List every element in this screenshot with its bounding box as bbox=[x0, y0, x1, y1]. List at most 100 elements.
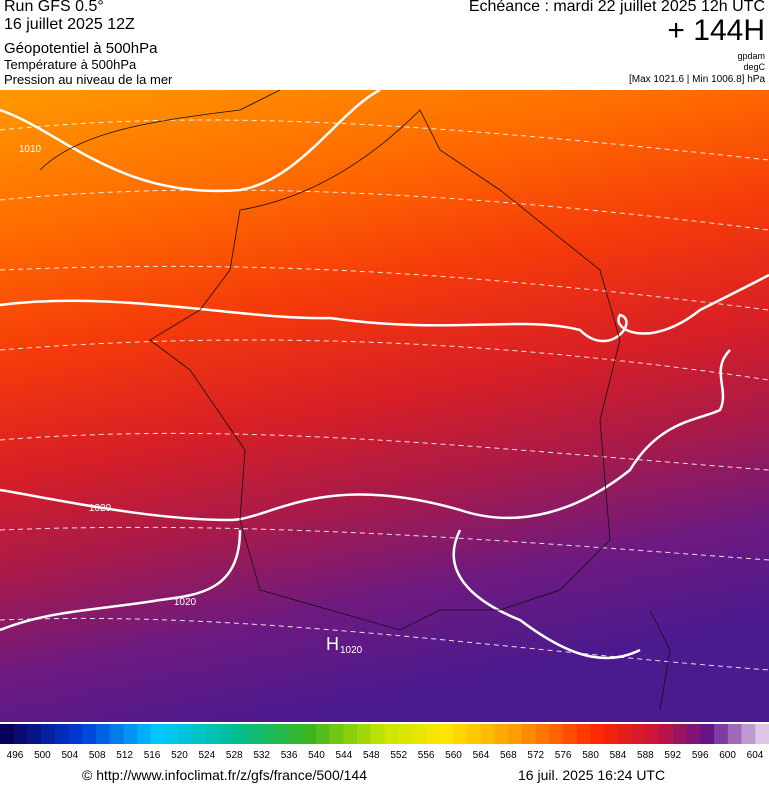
colorbar-label: 580 bbox=[582, 750, 599, 761]
colorbar-swatch bbox=[645, 724, 660, 744]
colorbar-label: 572 bbox=[527, 750, 544, 761]
colorbar-label: 576 bbox=[555, 750, 572, 761]
colorbar-label: 604 bbox=[747, 750, 764, 761]
colorbar-swatch bbox=[219, 724, 234, 744]
colorbar-swatch bbox=[260, 724, 276, 744]
colorbar-swatch bbox=[659, 724, 674, 744]
colorbar-label: 584 bbox=[610, 750, 627, 761]
colorbar-swatch bbox=[494, 724, 509, 744]
timestamp: 16 juil. 2025 16:24 UTC bbox=[518, 767, 666, 783]
colorbar-label: 532 bbox=[253, 750, 270, 761]
colorbar-swatch bbox=[398, 724, 413, 744]
run-title: Run GFS 0.5° bbox=[4, 0, 104, 15]
colorbar-swatch bbox=[411, 724, 427, 744]
colorbar-swatch bbox=[164, 724, 180, 744]
colorbar-swatch bbox=[13, 724, 28, 744]
colorbar-swatch bbox=[590, 724, 605, 744]
colorbar-label: 504 bbox=[61, 750, 78, 761]
unit: gpdam bbox=[737, 51, 765, 61]
temperature-field bbox=[0, 90, 769, 722]
colorbar-label: 508 bbox=[89, 750, 106, 761]
high-value: 1020 bbox=[340, 645, 363, 656]
colorbar-swatch bbox=[686, 724, 701, 744]
colorbar-swatch bbox=[604, 724, 619, 744]
colorbar-swatch bbox=[439, 724, 454, 744]
isobar-label: 1020 bbox=[89, 503, 112, 514]
colorbar-label: 544 bbox=[336, 750, 353, 761]
colorbar-swatch bbox=[727, 724, 743, 744]
colorbar-swatch bbox=[96, 724, 111, 744]
colorbar-label: 560 bbox=[445, 750, 462, 761]
colorbar-label: 524 bbox=[199, 750, 216, 761]
colorbar-swatch bbox=[205, 724, 221, 744]
geopotential-contours bbox=[0, 90, 769, 660]
colorbar-swatch bbox=[233, 724, 248, 744]
colorbar-label: 548 bbox=[363, 750, 380, 761]
colorbar-label: 500 bbox=[34, 750, 51, 761]
colorbar-swatch bbox=[384, 724, 399, 744]
colorbar-label: 536 bbox=[281, 750, 298, 761]
colorbar-swatch bbox=[741, 724, 756, 744]
colorbar-swatch bbox=[631, 724, 646, 744]
run-date: 16 juillet 2025 12Z bbox=[4, 16, 135, 33]
layer: Température à 500hPa bbox=[4, 57, 137, 72]
colorbar-swatch bbox=[563, 724, 578, 744]
colorbar-swatch bbox=[274, 724, 289, 744]
colorbar-label: 516 bbox=[144, 750, 161, 761]
colorbar-label: 592 bbox=[664, 750, 681, 761]
layer: Pression au niveau de la mer bbox=[4, 72, 173, 87]
lead-time: + 144H bbox=[667, 14, 765, 47]
colorbar: 496 500 504 508 512 516 520 524 528 532 536 540 544 5… bbox=[0, 724, 769, 761]
colorbar-swatch bbox=[535, 724, 550, 744]
colorbar-swatch bbox=[576, 724, 591, 744]
colorbar-swatch bbox=[302, 724, 317, 744]
colorbar-swatch bbox=[137, 724, 152, 744]
colorbar-swatch bbox=[329, 724, 344, 744]
colorbar-swatch bbox=[27, 724, 42, 744]
colorbar-swatch bbox=[123, 724, 138, 744]
source-url: © http://www.infoclimat.fr/z/gfs/france/… bbox=[82, 767, 367, 783]
colorbar-swatch bbox=[466, 724, 482, 744]
colorbar-swatch bbox=[549, 724, 564, 744]
colorbar-swatch bbox=[714, 724, 729, 744]
colorbar-label: 512 bbox=[116, 750, 133, 761]
colorbar-swatch bbox=[68, 724, 83, 744]
colorbar-label: 588 bbox=[637, 750, 654, 761]
colorbar-label: 496 bbox=[7, 750, 24, 761]
isobar-label: 1020 bbox=[174, 597, 197, 608]
colorbar-swatch bbox=[247, 724, 262, 744]
colorbar-swatch bbox=[178, 724, 193, 744]
colorbar-swatch bbox=[508, 724, 523, 744]
colorbar-swatch bbox=[288, 724, 303, 744]
colorbar-swatch bbox=[521, 724, 537, 744]
coastlines bbox=[39, 90, 671, 711]
colorbar-label: 520 bbox=[171, 750, 188, 761]
colorbar-label: 564 bbox=[473, 750, 490, 761]
colorbar-label: 568 bbox=[500, 750, 517, 761]
colorbar-swatch bbox=[109, 724, 125, 744]
colorbar-label: 528 bbox=[226, 750, 243, 761]
colorbar-label: 540 bbox=[308, 750, 325, 761]
colorbar-label: 556 bbox=[418, 750, 435, 761]
colorbar-swatch bbox=[357, 724, 372, 744]
high-symbol: H bbox=[326, 634, 339, 654]
colorbar-swatch bbox=[370, 724, 385, 744]
colorbar-swatch bbox=[54, 724, 70, 744]
colorbar-swatch bbox=[672, 724, 688, 744]
unit: degC bbox=[743, 62, 765, 72]
layer: Géopotentiel à 500hPa bbox=[4, 40, 158, 57]
colorbar-label: 596 bbox=[692, 750, 709, 761]
temperature-contours bbox=[0, 119, 769, 671]
colorbar-swatch bbox=[755, 724, 769, 744]
echeance: Echéance : mardi 22 juillet 2025 12h UTC bbox=[468, 0, 765, 15]
colorbar-swatch bbox=[315, 724, 331, 744]
colorbar-swatch bbox=[343, 724, 358, 744]
colorbar-swatch bbox=[480, 724, 495, 744]
colorbar-swatch bbox=[617, 724, 633, 744]
colorbar-label: 600 bbox=[719, 750, 736, 761]
colorbar-swatch bbox=[82, 724, 97, 744]
colorbar-swatch bbox=[41, 724, 56, 744]
colorbar-swatch bbox=[425, 724, 440, 744]
